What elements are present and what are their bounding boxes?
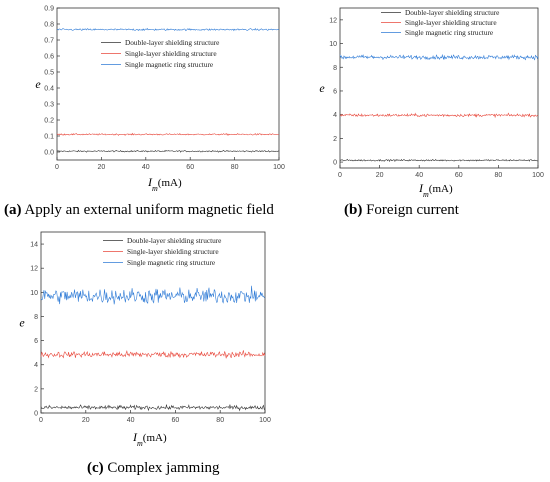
y-tick-label: 12 bbox=[30, 266, 38, 273]
y-axis-label: e bbox=[35, 77, 41, 91]
y-axis-label: e bbox=[19, 316, 25, 330]
x-tick-label: 60 bbox=[455, 172, 463, 179]
series-line-1 bbox=[40, 404, 266, 412]
y-tick-label: 0.1 bbox=[44, 134, 54, 141]
y-tick-label: 0.2 bbox=[44, 118, 54, 125]
x-tick-label: 0 bbox=[338, 172, 342, 179]
x-tick-label: 80 bbox=[495, 172, 503, 179]
y-tick-label: 0.9 bbox=[44, 6, 54, 13]
x-tick-label: 100 bbox=[532, 172, 544, 179]
legend-label: Single magnetic ring structure bbox=[125, 60, 213, 69]
x-tick-label: 20 bbox=[376, 172, 384, 179]
y-tick-label: 4 bbox=[34, 362, 38, 369]
y-tick-label: 8 bbox=[34, 314, 38, 321]
y-tick-label: 0.0 bbox=[44, 150, 54, 157]
x-tick-label: 60 bbox=[186, 164, 194, 171]
plot-frame bbox=[40, 231, 266, 414]
y-tick-label: 0.3 bbox=[44, 102, 54, 109]
y-tick-label: 0 bbox=[333, 160, 337, 167]
legend-label: Double-layer shielding structure bbox=[127, 236, 221, 245]
legend-label: Single-layer shielding structure bbox=[405, 18, 497, 27]
y-tick-label: 0.4 bbox=[44, 86, 54, 93]
x-tick-label: 100 bbox=[259, 417, 271, 424]
caption-3: (c) Complex jamming bbox=[87, 460, 220, 476]
y-tick-label: 6 bbox=[333, 88, 337, 95]
legend-label: Single magnetic ring structure bbox=[405, 28, 493, 37]
legend-label: Single-layer shielding structure bbox=[125, 49, 217, 58]
y-tick-label: 0.8 bbox=[44, 22, 54, 29]
y-tick-label: 0.7 bbox=[44, 38, 54, 45]
x-axis-label: Im(mA) bbox=[132, 430, 167, 448]
y-tick-label: 10 bbox=[329, 41, 337, 48]
series-line-2 bbox=[56, 132, 280, 136]
chart-2: 0 20 40 60 80 100 0 2 4 6 8 10 12 e Im(mA) Double-layer… bbox=[319, 7, 544, 199]
x-tick-label: 40 bbox=[142, 164, 150, 171]
x-axis-label: Im(mA) bbox=[147, 175, 182, 193]
series-line-2 bbox=[40, 350, 266, 359]
x-axis-label: Im(mA) bbox=[418, 181, 453, 199]
legend-label: Single-layer shielding structure bbox=[127, 247, 219, 256]
y-tick-label: 10 bbox=[30, 290, 38, 297]
plot-frame bbox=[56, 7, 280, 161]
x-tick-label: 40 bbox=[415, 172, 423, 179]
series-line-1 bbox=[339, 158, 539, 162]
y-tick-label: 0.6 bbox=[44, 54, 54, 61]
chart-3: 0 20 40 60 80 100 0 2 4 6 8 10 12 14 e Im(mA) Double-lay… bbox=[19, 231, 271, 448]
caption-1: (a) Apply an external uniform magnetic f… bbox=[4, 202, 274, 218]
y-tick-label: 6 bbox=[34, 338, 38, 345]
x-tick-label: 20 bbox=[82, 417, 90, 424]
y-tick-label: 2 bbox=[333, 136, 337, 143]
series-line-3 bbox=[339, 53, 539, 61]
y-tick-label: 0 bbox=[34, 411, 38, 418]
chart-1: 0 20 40 60 80 100 0.0 0.1 0.2 0.3 0.4 0.5 0.6 0.7 0.8 0… bbox=[35, 6, 285, 193]
y-tick-label: 2 bbox=[34, 386, 38, 393]
x-tick-label: 60 bbox=[172, 417, 180, 424]
y-tick-label: 12 bbox=[329, 17, 337, 24]
series-line-2 bbox=[339, 112, 539, 119]
legend-label: Double-layer shielding structure bbox=[405, 8, 499, 17]
y-tick-label: 8 bbox=[333, 65, 337, 72]
x-tick-label: 80 bbox=[231, 164, 239, 171]
x-tick-label: 80 bbox=[216, 417, 224, 424]
y-tick-label: 0.5 bbox=[44, 70, 54, 77]
x-tick-label: 0 bbox=[39, 417, 43, 424]
legend-label: Single magnetic ring structure bbox=[127, 258, 215, 267]
y-axis-label: e bbox=[319, 81, 325, 95]
series-line-3 bbox=[56, 27, 280, 32]
x-tick-label: 40 bbox=[127, 417, 135, 424]
y-tick-label: 14 bbox=[30, 242, 38, 249]
caption-2: (b) Foreign current bbox=[344, 202, 460, 218]
series-line-1 bbox=[56, 149, 280, 153]
y-tick-label: 4 bbox=[333, 112, 337, 119]
x-tick-label: 20 bbox=[98, 164, 106, 171]
x-tick-label: 100 bbox=[273, 164, 285, 171]
legend-label: Double-layer shielding structure bbox=[125, 38, 219, 47]
series-line-3 bbox=[40, 285, 266, 305]
plot-frame bbox=[339, 7, 539, 169]
x-tick-label: 0 bbox=[55, 164, 59, 171]
